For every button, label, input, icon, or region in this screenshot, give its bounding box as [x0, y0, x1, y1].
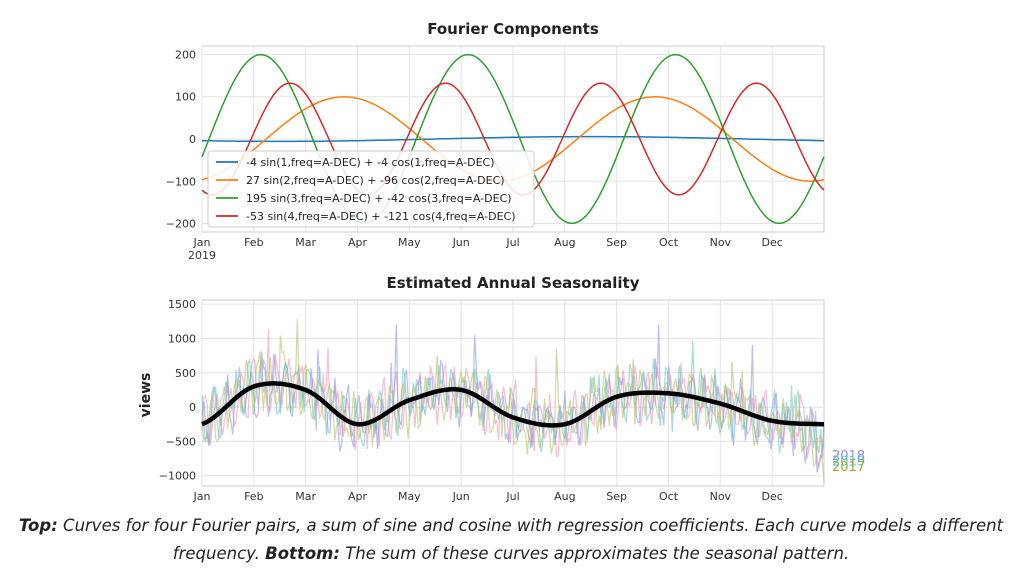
bottom-y-tick-label: 500 [175, 367, 196, 380]
top-legend-box [207, 150, 535, 228]
bottom-chart-title: Estimated Annual Seasonality [386, 274, 639, 292]
top-x-tick-label: Nov [710, 236, 732, 249]
top-x-tick-label: Jul [505, 236, 519, 249]
bottom-y-tick-label: −1000 [159, 470, 196, 483]
bottom-x-tick-label: Sep [606, 490, 627, 503]
top-y-tick-label: −200 [166, 218, 196, 231]
seasonal-fit-line [201, 381, 825, 428]
legend-label-1: -4 sin(1,freq=A-DEC) + -4 cos(1,freq=A-D… [246, 156, 495, 169]
top-x-tick-label: Mar [295, 236, 316, 249]
legend-label-3: 195 sin(3,freq=A-DEC) + -42 cos(3,freq=A… [246, 192, 512, 205]
caption-bottom-text: The sum of these curves approximates the… [339, 544, 850, 563]
figure: Fourier Components Jan Feb Mar Apr May Jun Jul… [138, 20, 865, 503]
top-x-tick-label: Jun [452, 236, 470, 249]
caption-top-label: Top: [18, 516, 58, 535]
top-x-tick-label: Feb [244, 236, 263, 249]
top-x-tick-label: Apr [348, 236, 368, 249]
top-series-line-3 [201, 53, 825, 225]
bottom-x-tick-label: Feb [244, 490, 263, 503]
bottom-y-axis-label: views [138, 373, 154, 418]
top-x-tick-label: Aug [554, 236, 575, 249]
top-chart-title: Fourier Components [427, 20, 599, 38]
top-y-tick-label: 100 [175, 91, 196, 104]
bottom-x-tick-label: Jul [505, 490, 519, 503]
bottom-chart: Jan Feb Mar Apr May Jun Jul Aug Sep Oct Nov Dec 1500… [159, 298, 865, 503]
top-x-year-label: 2019 [188, 249, 216, 262]
figure-caption: Top: Curves for four Fourier pairs, a su… [0, 512, 1022, 568]
bottom-x-tick-label: Jan [193, 490, 211, 503]
top-x-tick-label: May [398, 236, 421, 249]
bottom-x-tick-label: Apr [348, 490, 368, 503]
caption-top-text: Curves for four Fourier pairs, a sum of … [57, 516, 1004, 563]
top-y-tick-label: 0 [189, 133, 196, 146]
bottom-x-tick-label: May [398, 490, 421, 503]
bottom-x-tick-label: Jun [452, 490, 470, 503]
top-series-line-1 [202, 135, 824, 143]
bottom-y-tick-label: 0 [189, 401, 196, 414]
bottom-x-tick-label: Oct [659, 490, 679, 503]
top-chart: Jan Feb Mar Apr May Jun Jul Aug Sep Oct Nov Dec 2019… [166, 45, 825, 262]
top-x-tick-label: Jan [193, 236, 211, 249]
top-x-tick-label: Oct [659, 236, 679, 249]
top-x-tick-label: Sep [606, 236, 627, 249]
bottom-noise-series-3 [201, 340, 825, 453]
legend-label-2: 27 sin(2,freq=A-DEC) + -96 cos(2,freq=A-… [246, 174, 505, 187]
year-label-2019: 2019 [832, 455, 865, 470]
year-label-2017: 2017 [832, 460, 865, 475]
bottom-x-tick-label: Mar [295, 490, 316, 503]
legend-label-4: -53 sin(4,freq=A-DEC) + -121 cos(4,freq=… [246, 210, 516, 223]
bottom-y-tick-label: 1000 [168, 332, 196, 345]
year-label-2018: 2018 [832, 449, 865, 464]
bottom-y-tick-label: −500 [166, 435, 196, 448]
bottom-x-tick-label: Dec [762, 490, 783, 503]
bottom-x-tick-label: Nov [710, 490, 732, 503]
bottom-y-tick-label: 1500 [168, 298, 196, 311]
top-y-tick-label: −100 [166, 175, 196, 188]
bottom-noise-series-4 [201, 318, 825, 482]
caption-bottom-label: Bottom: [265, 544, 340, 563]
top-x-tick-label: Dec [762, 236, 783, 249]
bottom-x-tick-label: Aug [554, 490, 575, 503]
top-y-tick-label: 200 [175, 48, 196, 61]
